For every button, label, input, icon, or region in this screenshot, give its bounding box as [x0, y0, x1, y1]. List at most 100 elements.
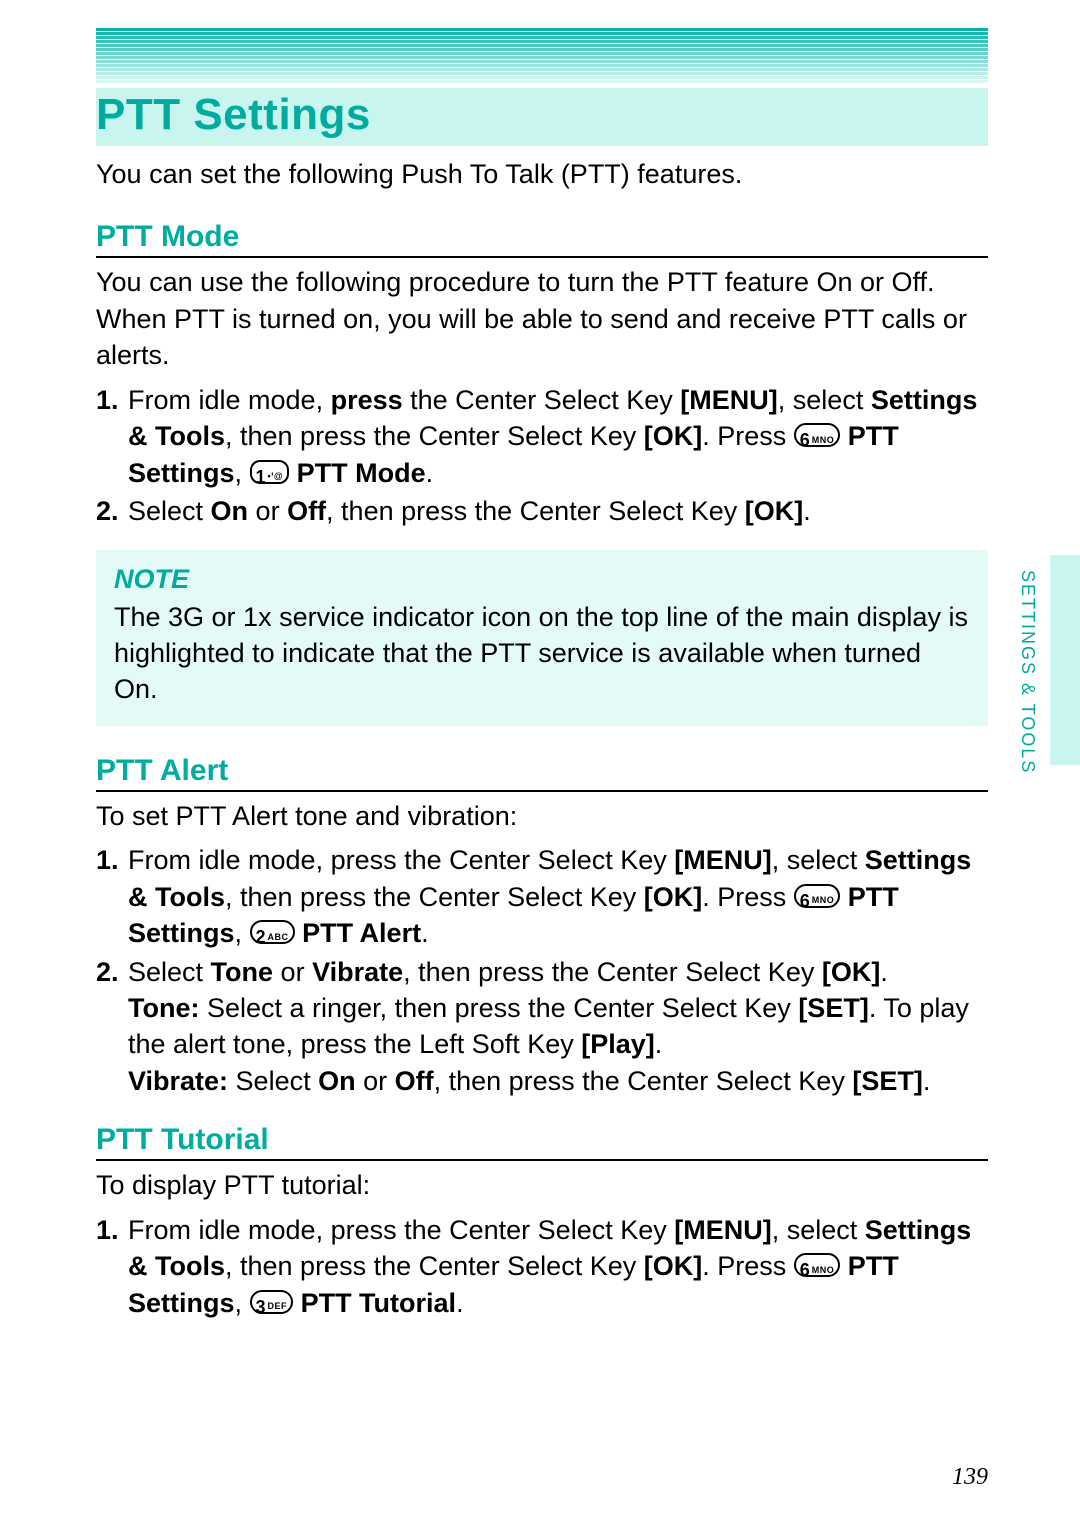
key-letters: DEF [268, 1302, 288, 1311]
text: the Center Select Key [403, 385, 681, 415]
ptt-alert-steps: From idle mode, press the Center Select … [96, 842, 988, 1099]
key-letters: MNO [812, 436, 835, 445]
bold-ptt-tutorial: PTT Tutorial [301, 1288, 457, 1318]
key-1-glyphs: •ꞌ@ [268, 472, 284, 481]
key-2-icon: 2ABC [250, 920, 295, 944]
key-digit: 1 [256, 468, 266, 486]
text: . [923, 1066, 931, 1096]
header-bar [96, 56, 988, 59]
text: . [456, 1288, 464, 1318]
header-bar [96, 64, 988, 67]
text: , select [772, 845, 865, 875]
bold-tone-label: Tone: [128, 993, 199, 1023]
header-bar [96, 32, 988, 35]
header-bar [96, 52, 988, 55]
bold-off: Off [287, 496, 326, 526]
bold-set: [SET] [798, 993, 869, 1023]
key-digit: 6 [800, 431, 810, 449]
ptt-alert-step-2: Select Tone or Vibrate, then press the C… [96, 954, 988, 1100]
text: , then press the Center Select Key [225, 1251, 644, 1281]
key-6-icon: 6MNO [794, 1253, 841, 1277]
ptt-alert-desc: To set PTT Alert tone and vibration: [96, 798, 988, 834]
text: . Press [702, 421, 794, 451]
header-bar [96, 36, 988, 39]
bold-play: [Play] [581, 1029, 655, 1059]
header-bar [96, 28, 988, 31]
text: , [235, 918, 250, 948]
page-number: 139 [952, 1464, 988, 1491]
bold-ok: [OK] [822, 957, 880, 987]
ptt-mode-step-1: From idle mode, press the Center Select … [96, 382, 988, 491]
text: , select [778, 385, 871, 415]
bold-ok: [OK] [644, 1251, 702, 1281]
text: , [235, 458, 250, 488]
ptt-tutorial-step-1: From idle mode, press the Center Select … [96, 1212, 988, 1321]
manual-page: SETTINGS & TOOLS PTT Settings You can se… [0, 0, 1080, 1537]
text: Select a ringer, then press the Center S… [199, 993, 798, 1023]
note-body: The 3G or 1x service indicator icon on t… [114, 599, 970, 708]
ptt-mode-heading: PTT Mode [96, 220, 988, 258]
text: Select [128, 957, 211, 987]
key-3-icon: 3DEF [250, 1290, 294, 1314]
page-title: PTT Settings [96, 90, 988, 140]
text: . [421, 918, 429, 948]
bold-vibrate: Vibrate [312, 957, 403, 987]
section-side-label: SETTINGS & TOOLS [1017, 570, 1038, 774]
text: Select [128, 496, 211, 526]
text: . Press [702, 1251, 794, 1281]
bold-set: [SET] [852, 1066, 923, 1096]
key-6-icon: 6MNO [794, 884, 841, 908]
ptt-mode-desc: You can use the following procedure to t… [96, 264, 988, 373]
ptt-tutorial-desc: To display PTT tutorial: [96, 1167, 988, 1203]
bold-vibrate-label: Vibrate: [128, 1066, 228, 1096]
ptt-alert-section: PTT Alert To set PTT Alert tone and vibr… [96, 754, 988, 1100]
text: . [880, 957, 888, 987]
bold-menu: [MENU] [674, 845, 771, 875]
key-letters: ABC [268, 933, 289, 942]
text: , then press the Center Select Key [326, 496, 745, 526]
bold-tone: Tone [211, 957, 274, 987]
header-bar [96, 72, 988, 75]
ptt-mode-section: PTT Mode You can use the following proce… [96, 220, 988, 725]
ptt-tutorial-steps: From idle mode, press the Center Select … [96, 1212, 988, 1321]
header-bar [96, 48, 988, 51]
text: , select [772, 1215, 865, 1245]
key-1-icon: 1•ꞌ@ [250, 460, 290, 484]
text: . [655, 1029, 663, 1059]
header-bar [96, 40, 988, 43]
bold-off: Off [395, 1066, 434, 1096]
bold-menu: [MENU] [680, 385, 777, 415]
key-digit: 6 [800, 1261, 810, 1279]
text: From idle mode, [128, 385, 331, 415]
text: , then press the Center Select Key [225, 882, 644, 912]
intro-text: You can set the following Push To Talk (… [96, 156, 988, 192]
key-digit: 3 [256, 1298, 266, 1316]
header-bar [96, 80, 988, 83]
text: , then press the Center Select Key [403, 957, 822, 987]
bold-ok: [OK] [745, 496, 803, 526]
key-digit: 2 [256, 928, 266, 946]
header-gradient-bars [96, 28, 988, 82]
thumb-tab [1050, 555, 1080, 765]
ptt-alert-heading: PTT Alert [96, 754, 988, 792]
text: . Press [702, 882, 794, 912]
title-stripe: PTT Settings [96, 88, 988, 146]
key-6-icon: 6MNO [794, 423, 841, 447]
note-title: NOTE [114, 564, 970, 595]
bold-ok: [OK] [644, 421, 702, 451]
header-bar [96, 68, 988, 71]
text: . [426, 458, 434, 488]
header-bar [96, 76, 988, 79]
bold-on: On [211, 496, 249, 526]
ptt-mode-steps: From idle mode, press the Center Select … [96, 382, 988, 530]
header-bar [96, 44, 988, 47]
text: From idle mode, press the Center Select … [128, 1215, 674, 1245]
text: . [803, 496, 811, 526]
text: or [273, 957, 312, 987]
bold-ptt-mode: PTT Mode [297, 458, 426, 488]
text: From idle mode, press the Center Select … [128, 845, 674, 875]
text: or [248, 496, 287, 526]
bold-ok: [OK] [644, 882, 702, 912]
text: , [235, 1288, 250, 1318]
ptt-alert-step-1: From idle mode, press the Center Select … [96, 842, 988, 951]
